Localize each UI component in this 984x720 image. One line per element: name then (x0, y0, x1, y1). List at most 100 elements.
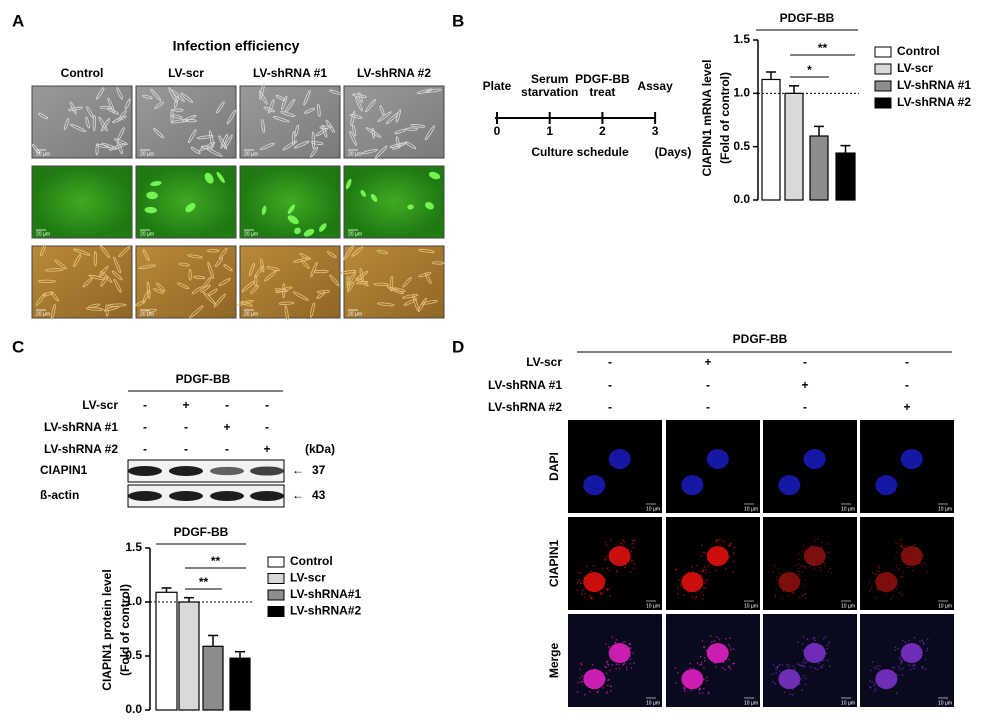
band (128, 491, 162, 501)
cell (116, 87, 123, 100)
dot (895, 692, 898, 694)
legend-swatch (874, 80, 892, 92)
dot (909, 669, 912, 671)
cell (343, 244, 355, 261)
dot (899, 539, 901, 541)
dot (692, 667, 695, 670)
bar (761, 78, 781, 201)
dot (822, 659, 825, 662)
dot (891, 666, 894, 668)
panel-label: C (12, 337, 24, 356)
dot (629, 570, 632, 573)
dot (622, 663, 625, 666)
sign: + (182, 398, 189, 412)
dot (798, 596, 801, 599)
cell (138, 264, 156, 270)
cell (86, 106, 94, 119)
row-label: LV-scr (526, 355, 562, 369)
scale-label: 20 µm (140, 231, 154, 237)
cell (379, 105, 385, 116)
sign: - (608, 378, 612, 392)
cell (188, 268, 192, 281)
treatment-label: PDGF-BB (176, 372, 231, 386)
dot (701, 551, 704, 554)
micrograph: 10 µm (860, 517, 954, 610)
dot (804, 662, 807, 664)
sign: - (184, 442, 188, 456)
cell (321, 124, 328, 138)
nucleus (706, 643, 729, 664)
cell (226, 109, 237, 125)
band (169, 491, 203, 501)
cell (191, 286, 203, 295)
scale-label: 20 µm (36, 231, 50, 237)
dot (778, 568, 781, 570)
scale-label: 10 µm (646, 700, 660, 706)
dot (608, 569, 611, 572)
cell (350, 110, 356, 127)
dot (868, 581, 871, 583)
sign: + (704, 355, 711, 369)
y-tick-label: 1.0 (125, 594, 142, 608)
cell (303, 107, 316, 114)
dot (676, 592, 679, 595)
dot (719, 538, 721, 540)
dot (584, 693, 586, 696)
dot (705, 649, 708, 652)
dot (782, 590, 785, 593)
cell (316, 291, 326, 299)
micrograph: 20 µm (134, 245, 237, 319)
dot (793, 668, 796, 671)
micrograph: 10 µm (763, 517, 857, 610)
legend-swatch (874, 46, 892, 58)
dot (700, 555, 703, 557)
cell (356, 280, 369, 285)
dot (921, 639, 924, 642)
dot (799, 664, 801, 667)
significance-label: ** (211, 554, 221, 568)
dot (703, 566, 706, 568)
column-header: LV-shRNA #1 (253, 66, 327, 80)
scale-label: 20 µm (244, 311, 258, 317)
dot (626, 666, 628, 669)
dot (700, 661, 703, 664)
nucleus (875, 475, 898, 496)
dot (786, 664, 788, 666)
dot (899, 564, 901, 566)
dot (803, 674, 805, 677)
dot (731, 571, 734, 574)
cell (284, 305, 289, 321)
dot (895, 564, 898, 567)
cell (113, 278, 122, 293)
dot (878, 668, 880, 671)
cell (38, 112, 49, 120)
cell (278, 301, 295, 305)
dot (616, 570, 618, 572)
micrograph: 20 µm (239, 83, 342, 159)
legend-label: Control (290, 554, 333, 568)
dot (926, 570, 929, 573)
dot (775, 578, 778, 581)
cell (35, 292, 46, 307)
nucleus (900, 449, 923, 470)
dot (802, 636, 805, 638)
cell (377, 302, 395, 307)
micrograph: 20 µm (237, 245, 341, 321)
bar (155, 591, 178, 711)
sign: + (223, 420, 230, 434)
dot (824, 636, 827, 638)
dot (713, 640, 716, 642)
nucleus (681, 475, 704, 496)
cell (345, 178, 352, 190)
dot (702, 594, 705, 596)
cell (240, 301, 253, 307)
dot (899, 663, 902, 665)
dot (801, 565, 804, 567)
column-header: Control (61, 66, 104, 80)
cell (219, 247, 228, 260)
dot (798, 552, 800, 555)
axis-label: Culture schedule (531, 145, 629, 159)
sign: - (905, 355, 909, 369)
dot (709, 635, 712, 638)
